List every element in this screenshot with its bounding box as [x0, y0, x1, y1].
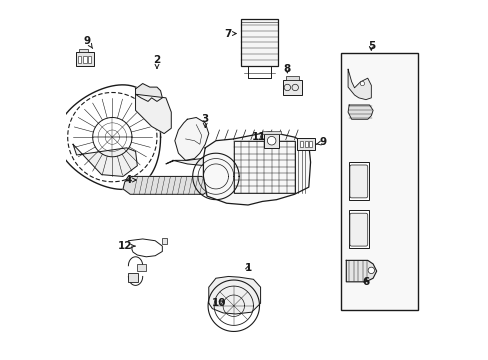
- Polygon shape: [203, 132, 310, 205]
- Polygon shape: [73, 144, 137, 176]
- Text: 9: 9: [83, 36, 92, 49]
- Text: 8: 8: [283, 64, 290, 74]
- Text: 2: 2: [153, 55, 160, 68]
- Circle shape: [367, 267, 374, 274]
- Polygon shape: [346, 260, 376, 282]
- Circle shape: [360, 81, 364, 86]
- FancyBboxPatch shape: [349, 165, 367, 198]
- Bar: [264, 134, 279, 148]
- Bar: [80, 49, 88, 52]
- Text: 10: 10: [212, 298, 226, 308]
- Bar: [340, 53, 417, 310]
- Text: 1: 1: [244, 262, 251, 273]
- Polygon shape: [135, 84, 162, 102]
- FancyBboxPatch shape: [349, 213, 367, 246]
- Bar: [308, 141, 311, 148]
- Text: 12: 12: [117, 241, 135, 251]
- Bar: [87, 56, 91, 63]
- Bar: [233, 141, 294, 193]
- Bar: [241, 19, 278, 66]
- Bar: [78, 56, 81, 63]
- Bar: [297, 138, 314, 150]
- Circle shape: [267, 136, 275, 145]
- Polygon shape: [135, 94, 171, 134]
- Text: 4: 4: [124, 175, 136, 185]
- Polygon shape: [208, 276, 260, 314]
- Bar: [285, 76, 298, 80]
- Bar: [348, 162, 368, 200]
- Polygon shape: [165, 150, 216, 166]
- Bar: [136, 264, 145, 271]
- Bar: [262, 131, 281, 134]
- Text: 7: 7: [224, 28, 236, 39]
- Polygon shape: [347, 69, 370, 100]
- Bar: [304, 141, 307, 148]
- Bar: [76, 52, 94, 66]
- Text: 6: 6: [362, 277, 369, 287]
- Text: 11: 11: [251, 132, 265, 142]
- Polygon shape: [175, 117, 208, 160]
- Text: 5: 5: [367, 41, 374, 51]
- Bar: [83, 56, 86, 63]
- Bar: [162, 238, 166, 244]
- Polygon shape: [347, 105, 372, 119]
- Text: 9: 9: [316, 138, 326, 148]
- Polygon shape: [123, 176, 210, 194]
- Bar: [128, 273, 138, 282]
- Bar: [300, 141, 303, 148]
- Bar: [348, 210, 368, 248]
- Bar: [283, 80, 301, 95]
- Text: 3: 3: [201, 114, 208, 127]
